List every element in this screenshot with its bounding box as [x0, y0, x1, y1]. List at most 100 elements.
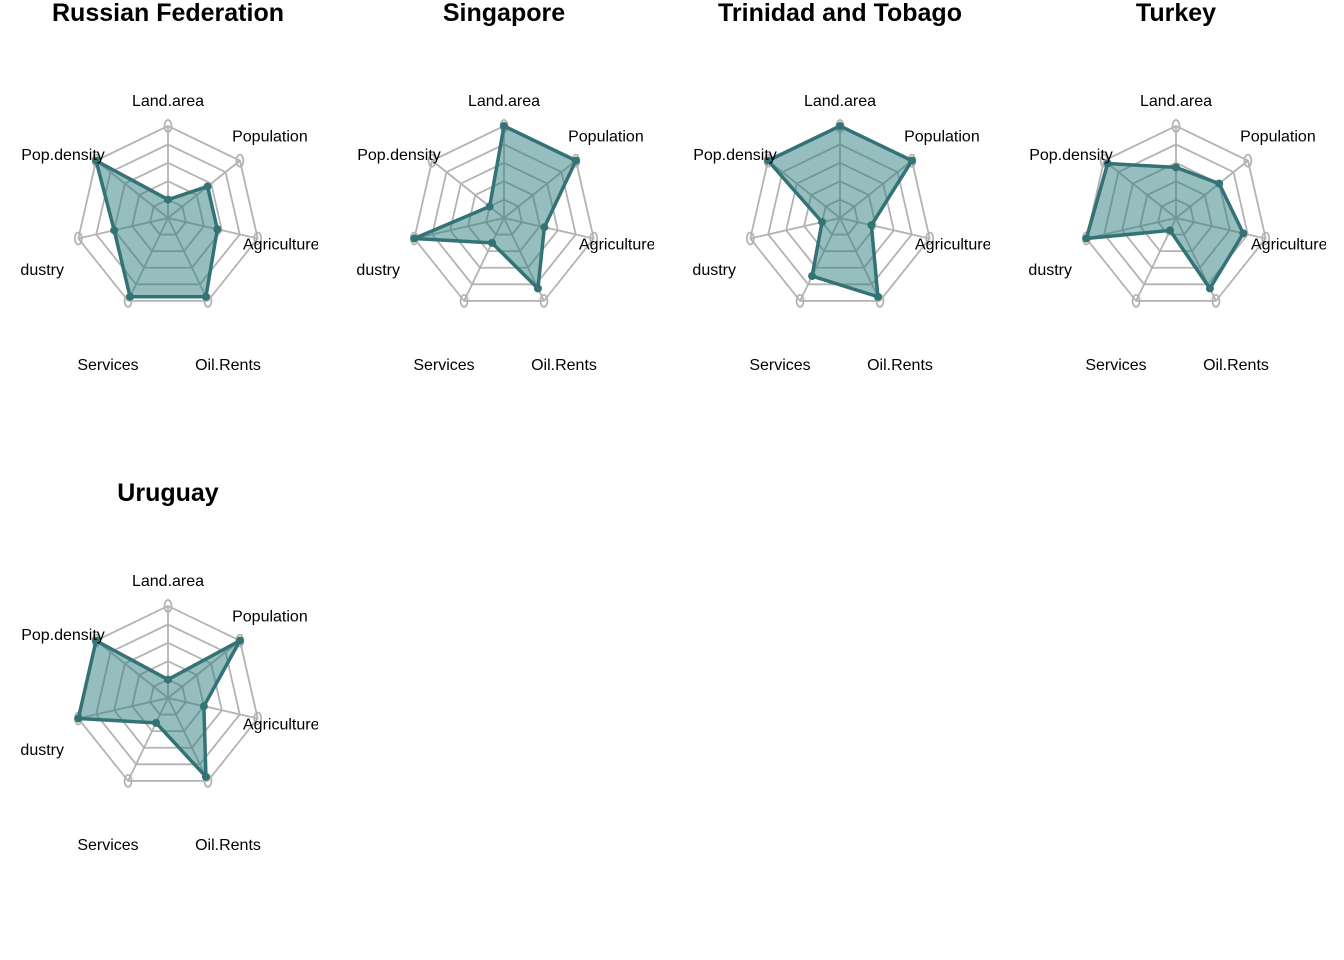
data-point	[1215, 179, 1224, 188]
axis-end-marker	[1171, 119, 1181, 133]
axis-label: Agriculture	[915, 237, 992, 254]
axis-label: Pop.density	[693, 147, 777, 164]
axis-end-marker	[925, 231, 935, 246]
axis-label: Population	[568, 128, 644, 145]
axis-end-marker	[745, 231, 755, 246]
grid-ring	[413, 125, 595, 302]
axis-label: dustry	[356, 262, 400, 279]
data-point	[110, 226, 119, 235]
axis-label: Land.area	[804, 93, 876, 110]
data-point	[410, 234, 419, 243]
data-point	[1205, 284, 1214, 293]
axis-end-marker	[1243, 153, 1253, 168]
axis-end-marker	[163, 599, 173, 613]
data-point	[485, 202, 494, 211]
axis-label: Agriculture	[243, 717, 320, 734]
data-point	[201, 292, 210, 301]
axis-label: Agriculture	[243, 237, 320, 254]
data-point	[164, 195, 172, 204]
data-point	[152, 718, 161, 727]
panel-title: Uruguay	[117, 479, 219, 507]
data-point	[235, 636, 244, 645]
axis-end-marker	[235, 153, 245, 168]
axis-end-marker	[427, 153, 437, 168]
axis-label: Pop.density	[357, 147, 441, 164]
axis-label: Services	[77, 357, 138, 374]
axis-label: Services	[749, 357, 810, 374]
axis-label: Population	[1240, 128, 1316, 145]
radar-panel: Land.area Population Agriculture Oil.Rents S…	[356, 93, 656, 374]
axis-label: Oil.Rents	[1203, 357, 1269, 374]
axis-label: Agriculture	[1251, 237, 1328, 254]
data-point	[571, 156, 580, 165]
axis-label: dustry	[692, 262, 736, 279]
data-point	[1166, 226, 1175, 235]
data-point	[213, 225, 222, 234]
axis-label: Services	[1085, 357, 1146, 374]
axis-label: Oil.Rents	[531, 357, 597, 374]
data-point	[1082, 234, 1091, 243]
data-point	[533, 284, 542, 293]
data-area	[94, 158, 220, 299]
axis-label: Land.area	[132, 93, 204, 110]
data-point	[836, 122, 844, 130]
data-point	[199, 702, 208, 711]
axis-end-marker	[123, 773, 133, 788]
data-point	[873, 292, 882, 301]
axis-end-marker	[795, 293, 805, 308]
axis-label: dustry	[1028, 262, 1072, 279]
axis-label: Oil.Rents	[195, 357, 261, 374]
radar-panel: Land.area Population Agriculture Oil.Rents S…	[692, 93, 992, 374]
data-point	[500, 122, 508, 130]
axis-label: dustry	[20, 742, 64, 759]
axis-label: Pop.density	[1029, 147, 1113, 164]
axis-label: Population	[232, 608, 308, 625]
panel-title: Singapore	[443, 0, 565, 27]
data-point	[907, 156, 916, 165]
axis-end-marker	[253, 231, 263, 246]
axis-label: dustry	[20, 262, 64, 279]
panel-title: Russian Federation	[52, 0, 284, 27]
data-point	[764, 156, 773, 165]
data-point	[1103, 159, 1112, 168]
grid-ring	[77, 125, 259, 302]
data-area	[76, 638, 242, 779]
axis-label: Land.area	[132, 573, 204, 590]
data-point	[126, 292, 135, 301]
grid-ring	[749, 125, 931, 302]
axis-end-marker	[459, 293, 469, 308]
axis-label: Services	[77, 837, 138, 854]
data-point	[203, 182, 212, 191]
axis-label: Population	[904, 128, 980, 145]
axis-end-marker	[163, 119, 173, 133]
data-point	[1239, 229, 1248, 238]
axis-label: Oil.Rents	[195, 837, 261, 854]
data-point	[540, 223, 549, 232]
axis-label: Pop.density	[21, 147, 105, 164]
data-point	[74, 714, 83, 723]
axis-end-marker	[539, 293, 549, 308]
data-point	[201, 772, 210, 781]
axis-end-marker	[1131, 293, 1141, 308]
axis-label: Population	[232, 128, 308, 145]
axis-label: Oil.Rents	[867, 357, 933, 374]
panel-title: Turkey	[1136, 0, 1216, 27]
data-point	[808, 272, 817, 281]
axis-end-marker	[589, 231, 599, 246]
data-point	[867, 221, 876, 230]
radar-panel: Land.area Population Agriculture Oil.Rents S…	[20, 93, 320, 374]
axis-end-marker	[1261, 231, 1271, 246]
data-area	[1084, 161, 1246, 291]
axis-label: Land.area	[1140, 93, 1212, 110]
data-point	[488, 238, 497, 247]
data-point	[818, 218, 827, 227]
axis-end-marker	[1211, 293, 1221, 308]
axis-label: Agriculture	[579, 237, 656, 254]
data-point	[92, 636, 101, 645]
axis-label: Services	[413, 357, 474, 374]
data-point	[92, 156, 101, 165]
axis-label: Pop.density	[21, 627, 105, 644]
data-point	[1172, 163, 1180, 172]
radar-panel: Land.area Population Agriculture Oil.Rents S…	[20, 573, 320, 854]
